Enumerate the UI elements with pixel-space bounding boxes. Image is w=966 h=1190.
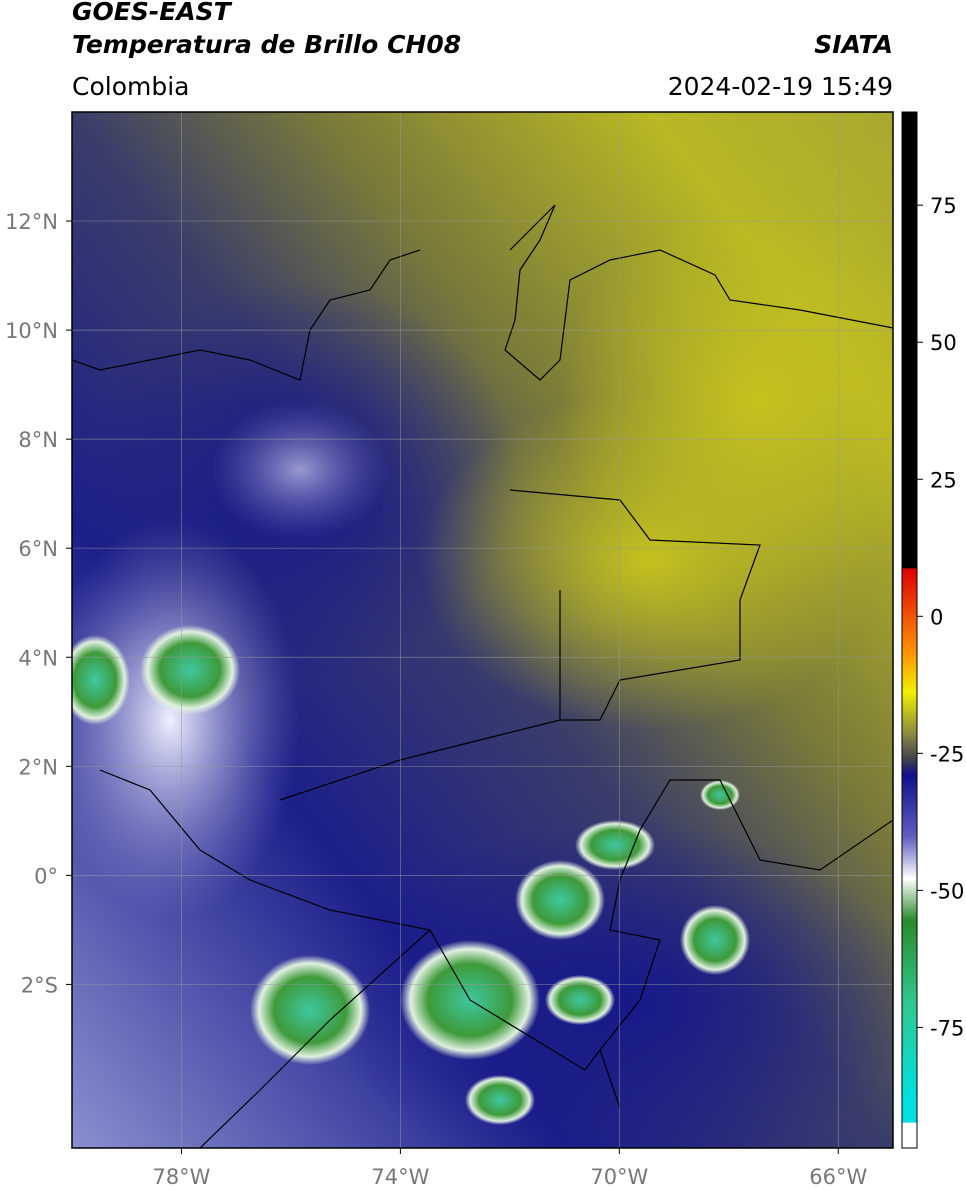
colorbar-tick-label: 25 xyxy=(930,468,957,492)
lat-tick-label: 4°N xyxy=(18,646,58,670)
title: Temperatura de Brillo CH08 xyxy=(72,30,461,59)
colorbar-tick-label: -50 xyxy=(930,879,964,903)
lon-tick-label: 70°W xyxy=(590,1165,648,1189)
lon-tick-label: 74°W xyxy=(371,1165,429,1189)
lat-tick-label: 12°N xyxy=(5,210,58,234)
source: SIATA xyxy=(814,30,893,59)
lat-tick-label: 10°N xyxy=(5,319,58,343)
lon-tick-label: 78°W xyxy=(152,1165,210,1189)
colorbar-tick-label: -75 xyxy=(930,1016,964,1040)
graticule xyxy=(72,112,893,1148)
colorbar-tick-label: -25 xyxy=(930,742,964,766)
satellite: GOES-EAST xyxy=(72,0,233,26)
region: Colombia xyxy=(72,72,189,101)
lat-tick-label: 6°N xyxy=(18,537,58,561)
lon-tick-label: 66°W xyxy=(809,1165,867,1189)
colorbar-tick-label: 0 xyxy=(930,605,943,629)
colorbar xyxy=(901,111,918,1149)
colorbar-tick-label: 75 xyxy=(930,194,957,218)
colorbar-tick-label: 50 xyxy=(930,331,957,355)
datetime: 2024-02-19 15:49 xyxy=(668,72,893,101)
lat-tick-label: 8°N xyxy=(18,428,58,452)
map-frame xyxy=(71,111,894,1149)
lat-tick-label: 2°S xyxy=(21,973,58,997)
lat-tick-label: 0° xyxy=(34,864,58,888)
lat-tick-label: 2°N xyxy=(18,755,58,779)
map-image xyxy=(72,112,893,1148)
